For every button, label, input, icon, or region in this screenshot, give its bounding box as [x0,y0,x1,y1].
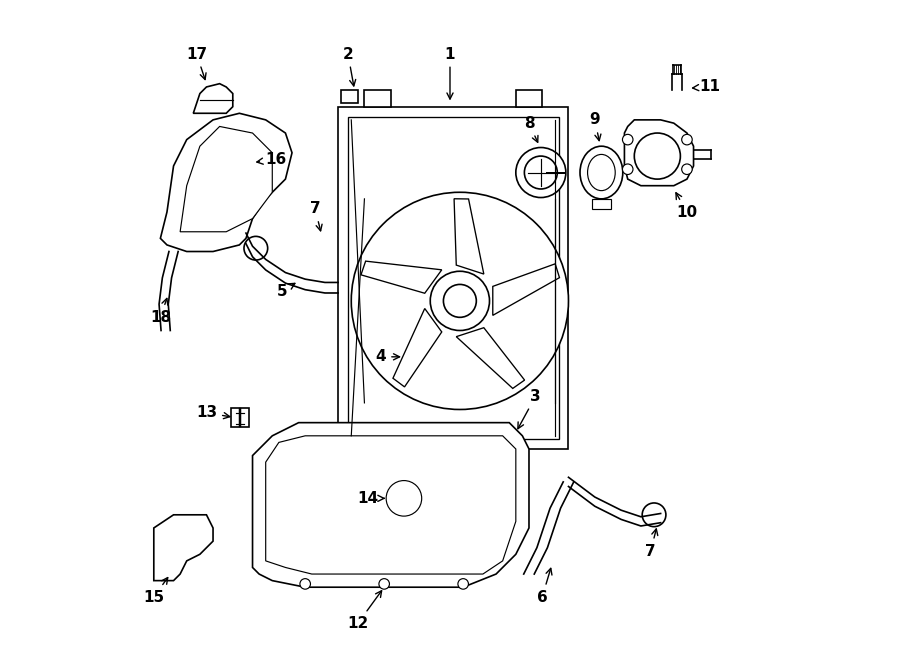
Text: 4: 4 [375,349,400,364]
Text: 14: 14 [357,491,384,506]
Text: 9: 9 [590,112,601,141]
Text: 3: 3 [518,389,541,429]
FancyBboxPatch shape [231,408,248,427]
FancyBboxPatch shape [516,91,542,106]
Circle shape [386,481,422,516]
Polygon shape [493,264,560,315]
Text: 8: 8 [524,116,538,142]
Circle shape [516,147,566,198]
Text: 13: 13 [196,405,230,420]
Polygon shape [194,84,233,113]
Circle shape [379,578,390,589]
Text: 16: 16 [256,152,286,167]
Polygon shape [625,120,694,186]
Ellipse shape [588,155,616,190]
Text: 6: 6 [536,568,552,605]
Text: 18: 18 [149,298,171,325]
FancyBboxPatch shape [591,199,611,209]
Circle shape [623,134,633,145]
Polygon shape [393,309,442,387]
Text: 7: 7 [310,201,322,231]
FancyBboxPatch shape [364,91,391,106]
Circle shape [458,578,468,589]
Circle shape [681,164,692,175]
FancyBboxPatch shape [341,91,358,103]
Circle shape [392,486,416,510]
Text: 17: 17 [186,46,207,79]
Polygon shape [266,436,516,574]
Text: 15: 15 [143,578,167,605]
Polygon shape [253,422,529,587]
Text: 2: 2 [343,46,356,86]
Text: 11: 11 [693,79,721,95]
Polygon shape [454,199,484,274]
Ellipse shape [580,146,623,199]
Polygon shape [180,126,273,232]
Polygon shape [160,113,292,252]
Circle shape [300,578,310,589]
Circle shape [623,164,633,175]
Circle shape [681,134,692,145]
Circle shape [444,284,476,317]
Text: 1: 1 [445,46,455,99]
Circle shape [634,133,680,179]
Polygon shape [456,328,525,389]
Circle shape [643,503,666,527]
Text: 12: 12 [347,591,382,631]
Text: 5: 5 [277,284,295,299]
Text: 10: 10 [676,193,698,219]
FancyBboxPatch shape [348,116,559,439]
Polygon shape [361,261,442,293]
Text: 7: 7 [645,529,658,559]
Circle shape [244,237,267,260]
Circle shape [430,271,490,330]
Circle shape [525,156,557,189]
Circle shape [351,192,569,409]
Polygon shape [154,515,213,580]
FancyBboxPatch shape [338,106,569,449]
